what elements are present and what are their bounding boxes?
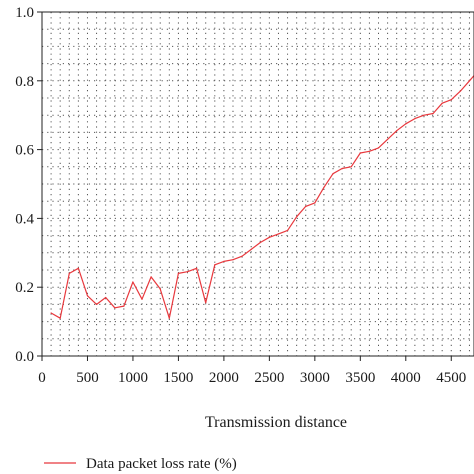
series-layer xyxy=(50,75,474,319)
y-tick-label: 0.8 xyxy=(15,74,34,90)
data-point xyxy=(441,102,443,104)
data-point xyxy=(277,233,280,235)
data-point xyxy=(423,114,425,116)
y-tick-label: 0.0 xyxy=(15,349,34,365)
y-tick-label: 1.0 xyxy=(15,5,34,21)
x-tick-label: 0 xyxy=(38,370,46,386)
data-point xyxy=(177,272,179,274)
grid xyxy=(42,12,474,356)
data-point xyxy=(387,138,389,140)
data-point xyxy=(305,205,307,207)
data-point xyxy=(186,271,189,273)
tick-labels: 0 500 1000 1500 2000 2500 3000 3500 4000 4500 0.0 0… xyxy=(15,5,466,386)
y-tick-label: 0.6 xyxy=(15,143,34,159)
data-point xyxy=(86,295,89,297)
x-tick-label: 3000 xyxy=(300,370,330,386)
data-point xyxy=(314,202,316,204)
data-point xyxy=(241,255,243,257)
data-point xyxy=(259,241,261,244)
data-point xyxy=(250,248,252,250)
data-point xyxy=(232,259,234,261)
x-tick-label: 1500 xyxy=(163,370,193,386)
data-point xyxy=(159,288,161,290)
x-tick-label: 2500 xyxy=(254,370,284,386)
data-point xyxy=(132,281,134,283)
data-point xyxy=(96,303,98,305)
data-point xyxy=(396,130,398,132)
data-point xyxy=(105,296,107,299)
data-point xyxy=(214,264,216,266)
data-point xyxy=(377,147,380,149)
x-tick-label: 4000 xyxy=(391,370,421,386)
data-point xyxy=(68,272,70,274)
data-point xyxy=(287,229,289,231)
series-line-packet-loss xyxy=(50,75,474,319)
data-point xyxy=(450,99,452,101)
data-point xyxy=(341,167,343,170)
legend: Data packet loss rate (%) xyxy=(44,456,237,472)
axis-ticks xyxy=(37,11,452,361)
x-tick-label: 1000 xyxy=(118,370,148,386)
data-point xyxy=(205,302,207,304)
data-point xyxy=(323,186,325,188)
data-point xyxy=(150,276,152,278)
y-tick-label: 0.2 xyxy=(15,280,34,296)
data-point xyxy=(405,123,407,125)
data-point xyxy=(350,166,352,168)
x-tick-label: 500 xyxy=(76,370,99,386)
data-point xyxy=(50,312,52,314)
data-point xyxy=(332,173,334,175)
x-tick-label: 4500 xyxy=(436,370,466,386)
data-point xyxy=(168,317,170,319)
data-point xyxy=(223,260,225,262)
legend-label: Data packet loss rate (%) xyxy=(86,456,237,472)
data-point xyxy=(459,90,461,92)
data-point xyxy=(123,305,125,307)
data-point xyxy=(368,150,370,152)
data-point xyxy=(414,118,416,120)
data-point xyxy=(468,80,471,82)
data-point xyxy=(432,112,434,115)
data-point xyxy=(59,317,61,319)
data-point xyxy=(196,267,198,269)
x-tick-label: 3500 xyxy=(345,370,375,386)
data-point xyxy=(77,267,79,269)
plot-frame xyxy=(41,11,474,357)
x-axis-title: Transmission distance xyxy=(205,414,347,431)
data-point xyxy=(114,307,116,309)
data-point xyxy=(296,216,298,218)
data-point xyxy=(268,236,270,238)
y-tick-label: 0.4 xyxy=(15,211,34,227)
data-point xyxy=(141,298,143,300)
data-point xyxy=(359,152,361,154)
x-tick-label: 2000 xyxy=(209,370,239,386)
